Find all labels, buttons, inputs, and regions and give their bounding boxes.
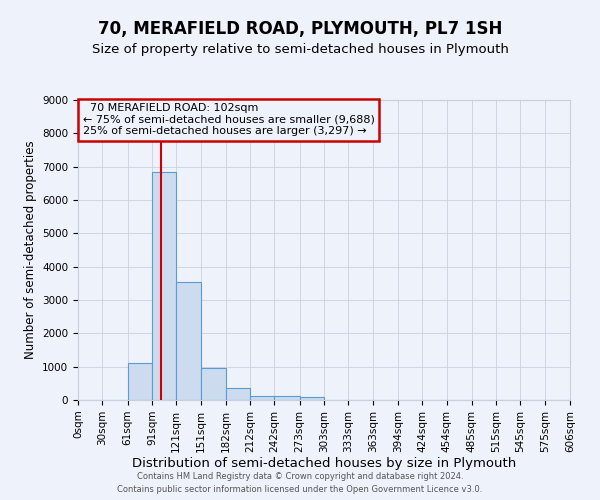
Bar xyxy=(274,396,299,400)
X-axis label: Distribution of semi-detached houses by size in Plymouth: Distribution of semi-detached houses by … xyxy=(132,458,516,470)
Bar xyxy=(200,368,226,400)
Bar xyxy=(152,172,176,400)
Y-axis label: Number of semi-detached properties: Number of semi-detached properties xyxy=(23,140,37,360)
Bar xyxy=(250,396,274,400)
Bar xyxy=(226,388,250,400)
Bar xyxy=(299,396,324,400)
Text: 70 MERAFIELD ROAD: 102sqm
← 75% of semi-detached houses are smaller (9,688)
25% : 70 MERAFIELD ROAD: 102sqm ← 75% of semi-… xyxy=(83,103,375,136)
Bar xyxy=(128,364,152,400)
Text: Contains public sector information licensed under the Open Government Licence v3: Contains public sector information licen… xyxy=(118,485,482,494)
Bar xyxy=(176,282,200,400)
Text: 70, MERAFIELD ROAD, PLYMOUTH, PL7 1SH: 70, MERAFIELD ROAD, PLYMOUTH, PL7 1SH xyxy=(98,20,502,38)
Text: Contains HM Land Registry data © Crown copyright and database right 2024.: Contains HM Land Registry data © Crown c… xyxy=(137,472,463,481)
Text: Size of property relative to semi-detached houses in Plymouth: Size of property relative to semi-detach… xyxy=(92,42,508,56)
